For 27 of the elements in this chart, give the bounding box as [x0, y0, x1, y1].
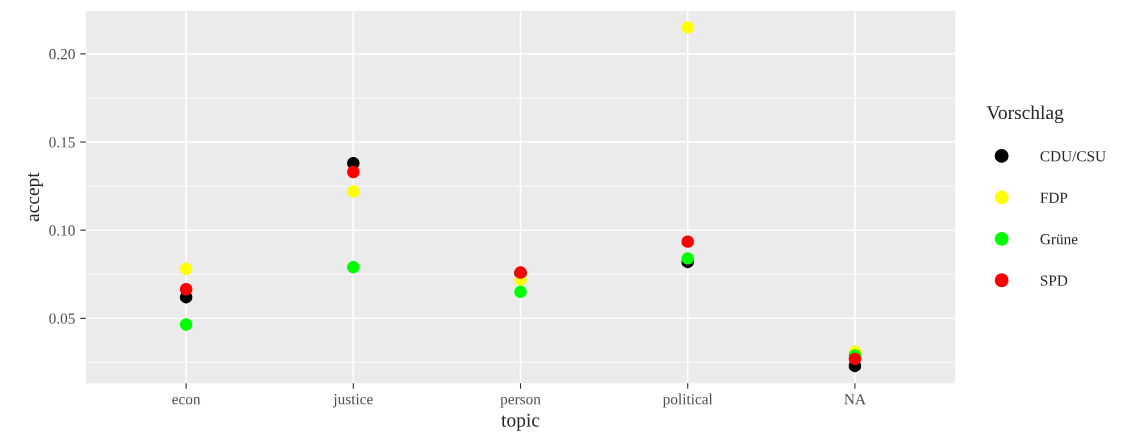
- y-tick-label: 0.05: [49, 313, 75, 324]
- x-tick-label: econ: [172, 397, 201, 405]
- point: [179, 318, 193, 331]
- y-tick-label: 0.15: [49, 137, 75, 148]
- point: [179, 262, 193, 276]
- point: [848, 352, 862, 366]
- legend-label: FDP: [1040, 192, 1068, 203]
- point: [347, 165, 360, 179]
- y-axis-title: accept: [28, 172, 44, 222]
- point: [681, 21, 694, 34]
- x-tick-label: person: [500, 397, 541, 408]
- legend-title: Vorschlag: [986, 105, 1064, 124]
- y-tick-label: 0.10: [49, 225, 75, 236]
- point: [347, 260, 360, 274]
- legend-label: CDU/CSU: [1040, 151, 1106, 162]
- y-tick-label: 0.20: [49, 49, 75, 60]
- point: [347, 185, 360, 198]
- x-tick-label: justice: [332, 394, 373, 408]
- point: [179, 283, 193, 296]
- x-tick-label: NA: [844, 394, 866, 405]
- x-axis-title: topic: [501, 413, 540, 431]
- point: [514, 285, 527, 299]
- x-tick-label: political: [662, 393, 713, 408]
- legend-label: Grüne: [1040, 234, 1078, 245]
- point: [681, 235, 694, 248]
- point: [681, 252, 694, 265]
- legend-label: SPD: [1040, 275, 1068, 286]
